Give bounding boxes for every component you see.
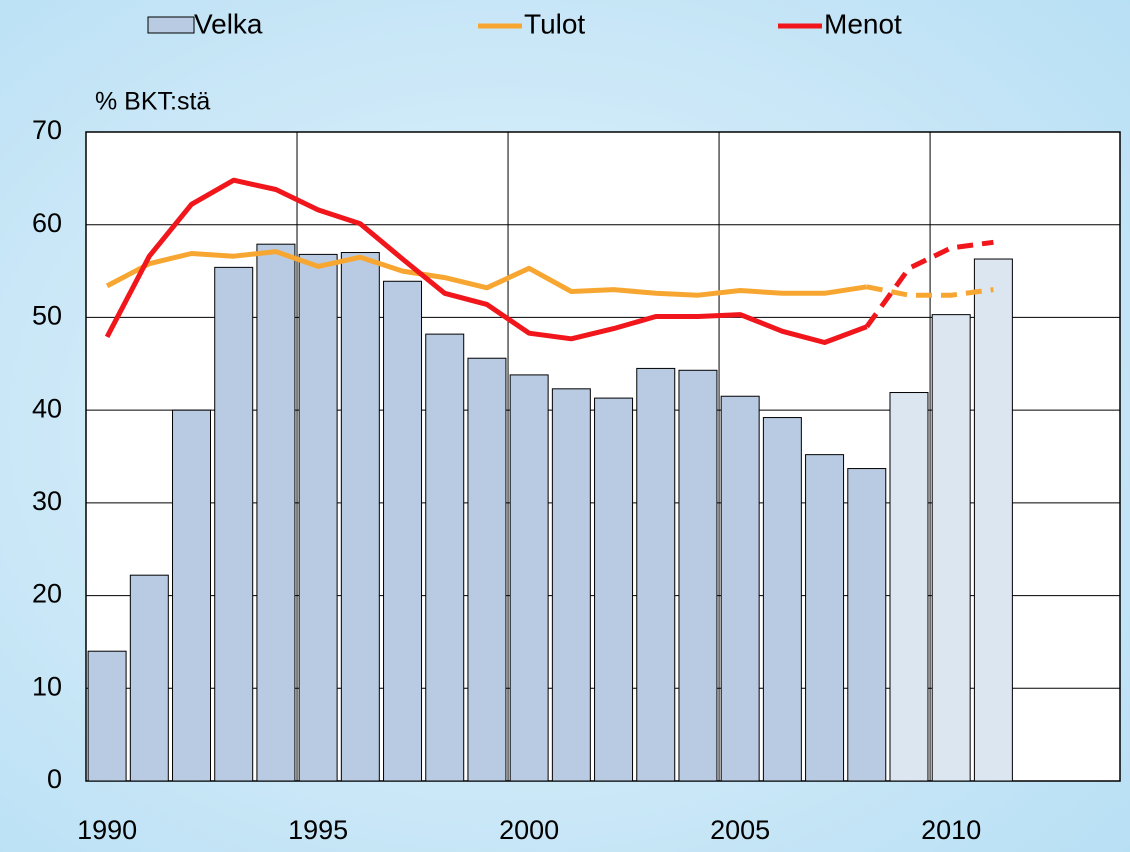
- bar: [551, 388, 591, 782]
- y-tick-label: 10: [32, 671, 62, 701]
- legend-label: Menot: [824, 8, 902, 39]
- bar: [847, 468, 887, 782]
- bar: [425, 333, 465, 782]
- bar: [636, 367, 676, 782]
- line: [104, 177, 868, 345]
- bar: [973, 258, 1013, 782]
- y-axis-label: % BKT:stä: [95, 88, 210, 116]
- y-tick-label: 40: [32, 393, 62, 423]
- x-tick-label: 1995: [288, 815, 348, 845]
- bar: [87, 650, 127, 782]
- legend-swatch: [147, 16, 195, 34]
- y-tick-label: 30: [32, 486, 62, 516]
- line-projection: [864, 239, 994, 329]
- bar: [172, 409, 212, 782]
- bar: [805, 454, 845, 782]
- bar: [509, 374, 549, 782]
- y-tick-label: 0: [47, 764, 62, 794]
- bar: [383, 280, 423, 782]
- y-tick-label: 70: [32, 115, 62, 145]
- bar: [931, 314, 971, 782]
- bar: [256, 243, 296, 782]
- x-tick-label: 2005: [710, 815, 770, 845]
- x-tick-label: 2010: [921, 815, 981, 845]
- y-tick-label: 60: [32, 208, 62, 238]
- bar: [129, 574, 169, 782]
- bar: [720, 395, 760, 782]
- x-tick-label: 1990: [77, 815, 137, 845]
- bar: [762, 417, 802, 782]
- bar: [594, 397, 634, 782]
- y-tick-label: 50: [32, 301, 62, 331]
- line-projection: [866, 284, 994, 298]
- legend-label: Tulot: [524, 8, 585, 39]
- bar: [467, 357, 507, 782]
- bar: [340, 252, 380, 782]
- bar: [889, 392, 929, 782]
- x-tick-label: 2000: [499, 815, 559, 845]
- bar: [678, 369, 718, 782]
- bar: [298, 253, 338, 782]
- line: [105, 249, 868, 298]
- legend-label: Velka: [194, 8, 263, 39]
- y-tick-label: 20: [32, 579, 62, 609]
- bar: [214, 266, 254, 782]
